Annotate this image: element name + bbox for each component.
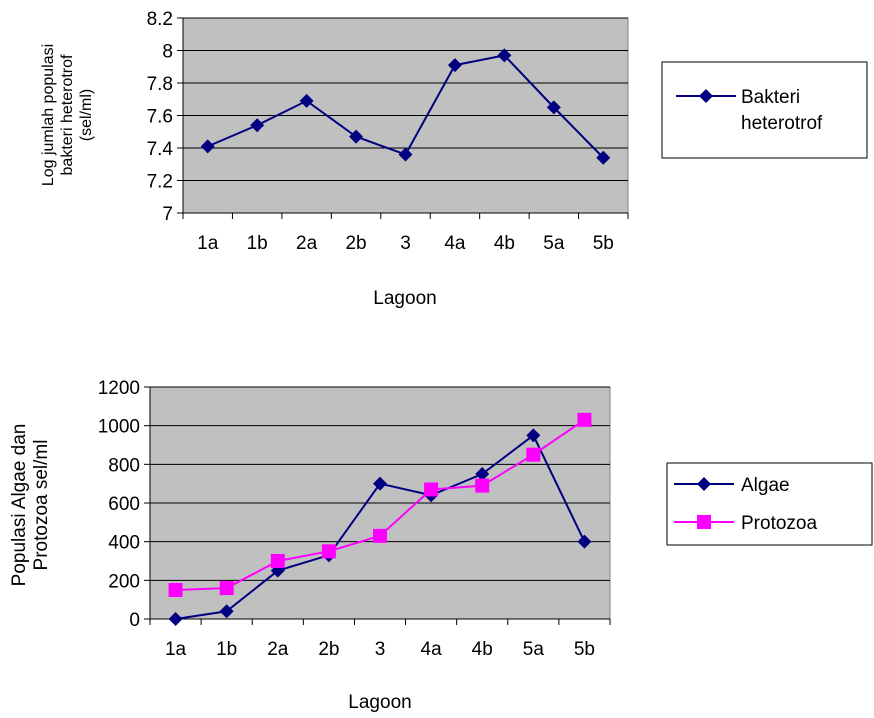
point-2-protozoa-2b bbox=[321, 544, 336, 559]
legend-1-swatch-marker bbox=[699, 89, 713, 103]
x-tick-label-2-4b: 4b bbox=[472, 639, 493, 660]
x-tick-labels-2: 1a 1b 2a 2b 3 4a 4b 5a 5b bbox=[165, 639, 595, 660]
x-tick-label-1-5b: 5b bbox=[593, 233, 614, 254]
point-2-algae-1a bbox=[168, 612, 183, 626]
axes-2 bbox=[144, 386, 611, 625]
point-2-algae-3 bbox=[373, 476, 387, 491]
axes-1 bbox=[177, 17, 629, 219]
legend-1-box bbox=[661, 61, 868, 159]
legend-2-label-algae: Algae bbox=[741, 475, 790, 496]
x-tick-label-1-3: 3 bbox=[400, 233, 411, 254]
y-tick-label-2-3: 600 bbox=[108, 494, 140, 515]
point-1-bakteri-heterotrof-1a bbox=[200, 139, 215, 154]
x-tick-labels-1: 1a 1b 2a 2b 3 4a 4b 5a 5b bbox=[197, 233, 614, 254]
y-tick-label-2-2: 400 bbox=[108, 533, 140, 554]
point-2-protozoa-5b bbox=[577, 412, 592, 427]
point-2-protozoa-1a bbox=[168, 583, 183, 597]
y-axis-title-2-line-1: Populasi Algae dan bbox=[9, 424, 30, 587]
series-markers-2 bbox=[168, 412, 592, 626]
point-1-bakteri-heterotrof-5b bbox=[596, 150, 611, 165]
x-tick-label-2-1b: 1b bbox=[216, 639, 237, 660]
point-1-bakteri-heterotrof-5a bbox=[546, 100, 561, 115]
legend-2-swatch-marker-algae bbox=[697, 477, 711, 491]
point-1-bakteri-heterotrof-4b bbox=[497, 48, 512, 63]
y-axis-title-1: Log jumlah populasi bakteri heterotrof (… bbox=[40, 44, 95, 186]
x-tick-label-1-1a: 1a bbox=[197, 233, 219, 254]
x-tick-label-1-5a: 5a bbox=[543, 233, 565, 254]
x-tick-label-1-4b: 4b bbox=[494, 233, 515, 254]
y-axis-title-1-line-3: (sel/ml) bbox=[78, 89, 95, 141]
point-2-algae-1b bbox=[219, 604, 234, 619]
legend-2-box bbox=[666, 462, 873, 546]
legend-1-label-line-2: heterotrof bbox=[741, 113, 823, 134]
y-tick-label-2-6: 1200 bbox=[98, 378, 140, 399]
y-axis-title-1-line-1: Log jumlah populasi bbox=[40, 44, 57, 186]
x-tick-label-2-2a: 2a bbox=[267, 639, 289, 660]
point-2-protozoa-5a bbox=[526, 447, 541, 462]
y-tick-label-1-5: 8 bbox=[162, 42, 173, 63]
legend-2: Algae Protozoa bbox=[666, 462, 873, 546]
legend-2-label-protozoa: Protozoa bbox=[741, 513, 817, 534]
legend-1: Bakteri heterotrof bbox=[661, 61, 868, 159]
y-tick-labels-1: 7 7.2 7.4 7.6 7.8 8 8.2 bbox=[147, 9, 174, 225]
point-2-algae-4b bbox=[475, 467, 490, 481]
point-2-protozoa-2a bbox=[270, 554, 285, 568]
x-axis-title-2: Lagoon bbox=[348, 692, 411, 713]
legend-1-label-line-1: Bakteri bbox=[741, 87, 800, 108]
x-tick-label-1-2a: 2a bbox=[296, 233, 318, 254]
x-tick-label-2-5a: 5a bbox=[523, 639, 545, 660]
y-tick-label-1-6: 8.2 bbox=[147, 9, 173, 30]
x-axis-title-1: Lagoon bbox=[373, 288, 436, 309]
x-tick-label-2-2b: 2b bbox=[318, 639, 339, 660]
y-tick-labels-2: 0 200 400 600 800 1000 1200 bbox=[98, 378, 140, 631]
series-markers-1 bbox=[200, 48, 611, 165]
x-tick-label-2-3: 3 bbox=[375, 639, 386, 660]
y-tick-label-2-4: 800 bbox=[108, 455, 140, 476]
point-1-bakteri-heterotrof-2b bbox=[349, 129, 364, 144]
x-tick-label-2-5b: 5b bbox=[574, 639, 595, 660]
point-2-protozoa-1b bbox=[219, 581, 234, 596]
point-2-protozoa-4a bbox=[424, 482, 439, 497]
y-tick-label-1-0: 7 bbox=[162, 204, 173, 225]
legend-2-swatch-marker-protozoa bbox=[697, 515, 711, 529]
chart-bacteria: 7 7.2 7.4 7.6 7.8 8 8.2 1a 1b 2a 2b 3 4a 4b 5a 5b Lago… bbox=[40, 9, 868, 309]
y-tick-label-1-4: 7.8 bbox=[147, 74, 173, 95]
point-1-bakteri-heterotrof-3 bbox=[398, 147, 413, 162]
y-axis-title-2-line-2: Protozoa sel/ml bbox=[31, 440, 52, 571]
point-1-bakteri-heterotrof-2a bbox=[299, 93, 314, 108]
y-tick-label-2-1: 200 bbox=[108, 571, 140, 592]
y-axis-title-1-line-2: bakteri heterotrof bbox=[59, 54, 76, 176]
y-tick-label-2-5: 1000 bbox=[98, 417, 140, 438]
x-tick-label-2-4a: 4a bbox=[421, 639, 443, 660]
y-tick-label-2-0: 0 bbox=[129, 610, 140, 631]
y-tick-label-1-2: 7.4 bbox=[147, 139, 174, 160]
point-2-protozoa-3 bbox=[373, 528, 387, 543]
x-tick-label-1-1b: 1b bbox=[247, 233, 268, 254]
point-2-algae-5a bbox=[526, 428, 541, 443]
point-2-protozoa-4b bbox=[475, 478, 490, 493]
point-1-bakteri-heterotrof-1b bbox=[250, 118, 265, 133]
y-tick-label-1-1: 7.2 bbox=[147, 172, 173, 193]
x-tick-label-2-1a: 1a bbox=[165, 639, 187, 660]
point-1-bakteri-heterotrof-4a bbox=[447, 58, 462, 73]
point-2-algae-5b bbox=[577, 534, 592, 549]
x-tick-label-1-2b: 2b bbox=[345, 233, 366, 254]
x-tick-label-1-4a: 4a bbox=[444, 233, 466, 254]
y-tick-label-1-3: 7.6 bbox=[147, 107, 173, 128]
